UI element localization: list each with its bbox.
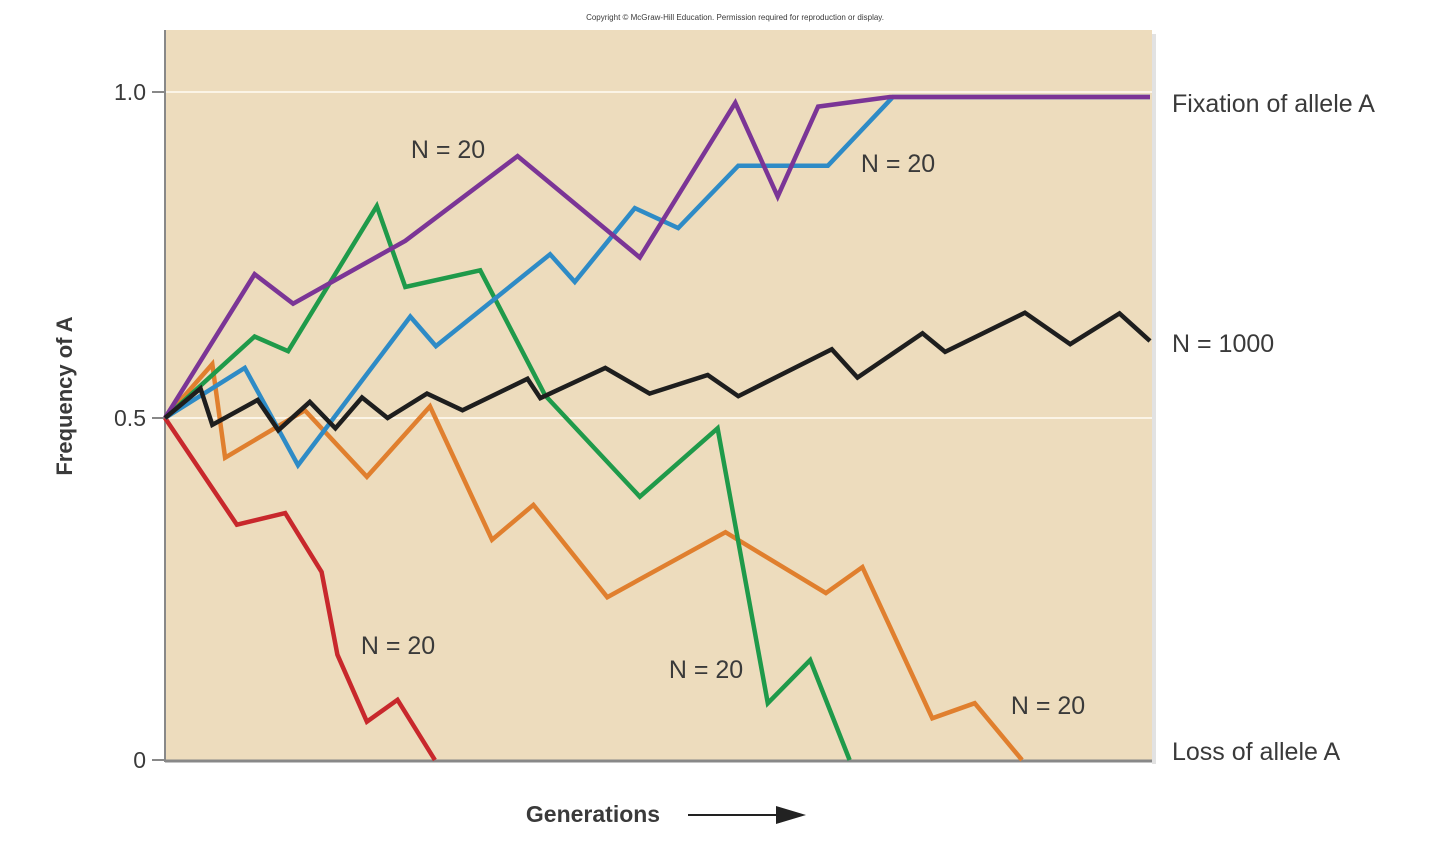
label-loss: Loss of allele A xyxy=(1172,738,1340,766)
plot-shadow xyxy=(1152,34,1156,764)
x-axis-label: Generations xyxy=(526,801,660,827)
series-line-1 xyxy=(163,94,1150,470)
series-line-3 xyxy=(163,200,852,761)
series-annotation: N = 20 xyxy=(861,150,935,178)
copyright-note: Copyright © McGraw-Hill Education. Permi… xyxy=(586,13,884,22)
label-n1000: N = 1000 xyxy=(1172,330,1274,358)
arrow-icon xyxy=(688,806,806,824)
y-tick-label: 0 xyxy=(133,747,146,773)
series-line-0 xyxy=(163,94,1150,420)
plot-background xyxy=(165,30,1152,762)
y-tick-label: 0.5 xyxy=(114,405,146,431)
series-annotation: N = 20 xyxy=(669,656,743,684)
series-line-5 xyxy=(163,416,437,762)
series-line-2 xyxy=(163,310,1152,434)
y-tick-label: 1.0 xyxy=(114,79,146,105)
series-annotation: N = 20 xyxy=(1011,692,1085,720)
label-fixation: Fixation of allele A xyxy=(1172,90,1375,118)
series-annotation: N = 20 xyxy=(361,632,435,660)
y-axis-label: Frequency of A xyxy=(52,316,77,475)
series-line-4 xyxy=(163,358,1024,762)
series-annotation: N = 20 xyxy=(411,136,485,164)
